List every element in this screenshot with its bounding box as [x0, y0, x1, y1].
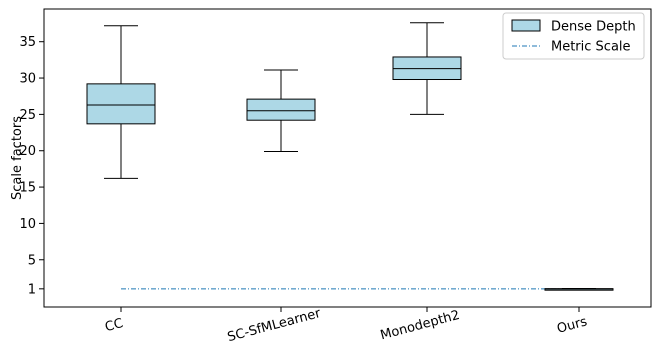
box-cc	[86, 83, 156, 125]
box-sc-sfmlearner	[246, 98, 316, 121]
y-tick-label: 35	[19, 35, 36, 50]
y-axis-label: Scale factors	[10, 116, 25, 200]
y-tick-label: 25	[19, 108, 36, 123]
plot-frame	[43, 8, 652, 308]
y-tick-label: 1	[28, 282, 36, 297]
x-tick-label: Monodepth2	[379, 308, 462, 344]
x-tick-label: SC-SfMLearner	[226, 306, 323, 345]
y-tick-label: 20	[19, 144, 36, 159]
y-tick-label: 10	[19, 217, 36, 232]
legend-metric-scale-label: Metric Scale	[551, 40, 631, 55]
x-tick-label: CC	[103, 316, 124, 335]
y-tick-label: 30	[19, 72, 36, 87]
y-tick-label: 15	[19, 181, 36, 196]
y-tick-label: 5	[28, 253, 36, 268]
legend-dense-depth-swatch	[511, 19, 541, 32]
legend-dense-depth-label: Dense Depth	[551, 20, 636, 35]
x-tick-label: Ours	[555, 314, 589, 336]
